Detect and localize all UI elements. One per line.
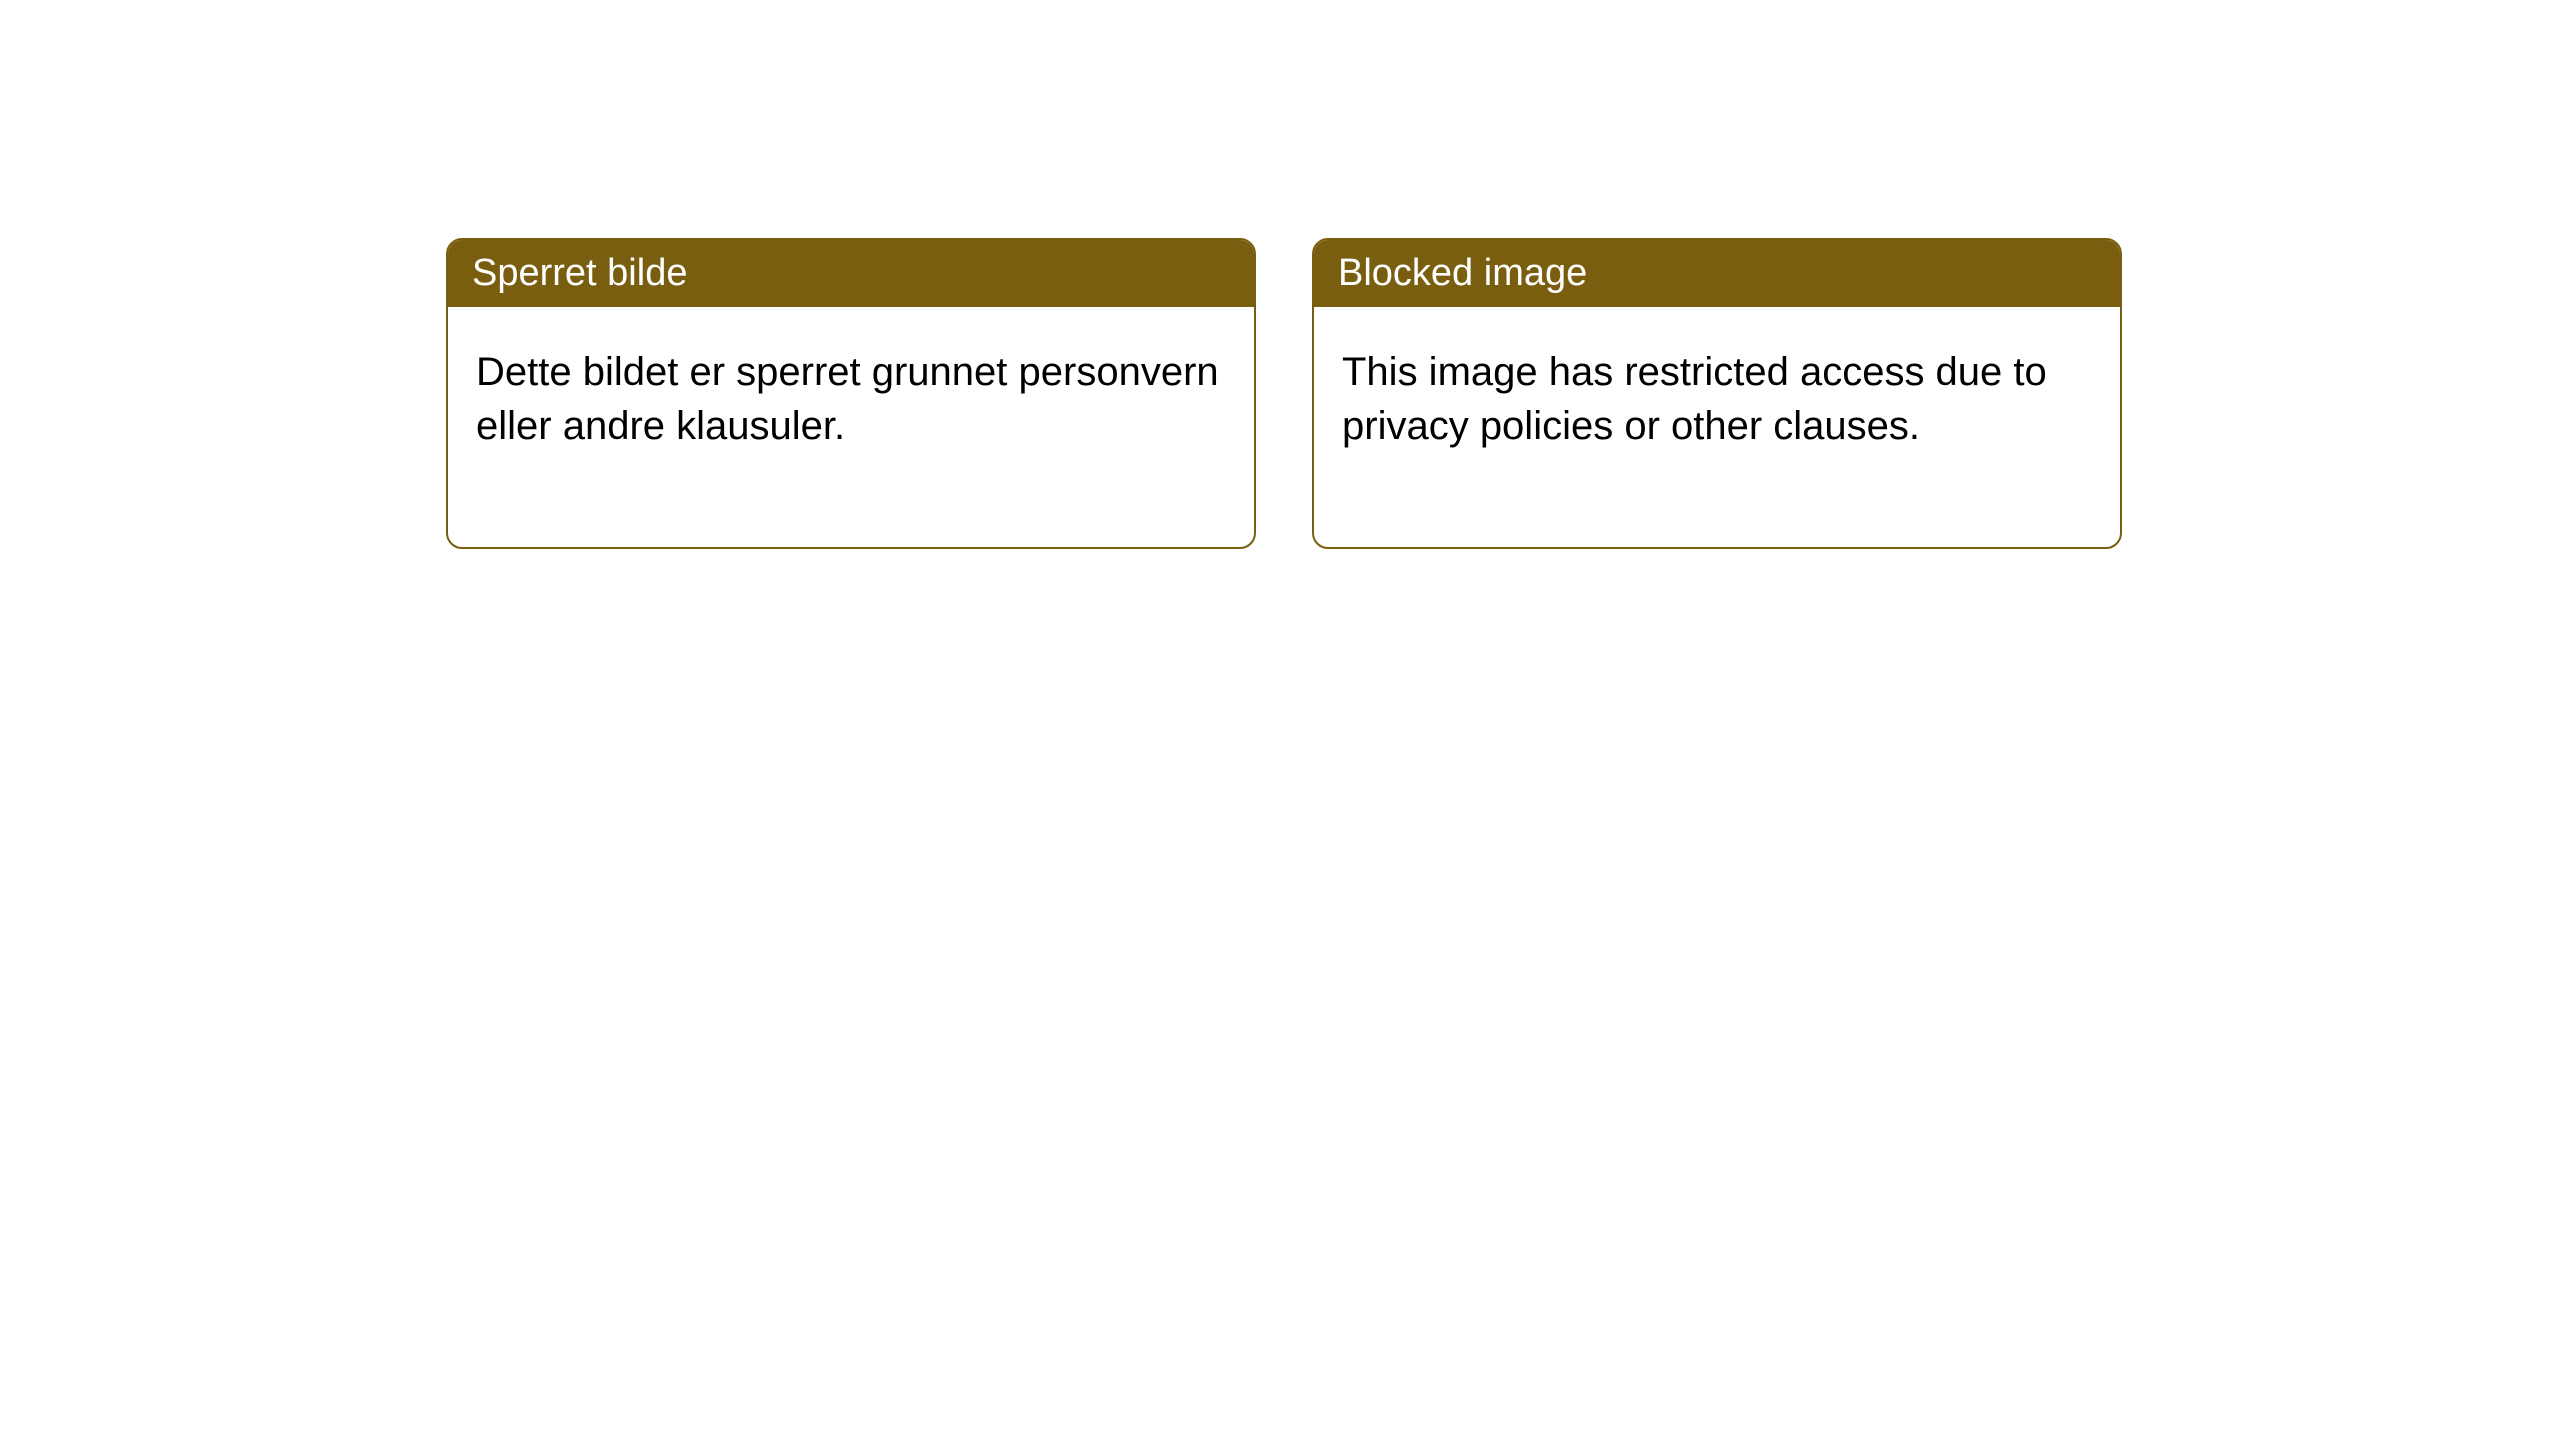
card-body: Dette bildet er sperret grunnet personve… <box>448 307 1254 547</box>
notice-card-english: Blocked image This image has restricted … <box>1312 238 2122 549</box>
card-body: This image has restricted access due to … <box>1314 307 2120 547</box>
card-header: Sperret bilde <box>448 240 1254 307</box>
card-title: Sperret bilde <box>472 252 687 294</box>
notice-container: Sperret bilde Dette bildet er sperret gr… <box>446 238 2122 549</box>
card-header: Blocked image <box>1314 240 2120 307</box>
card-body-text: This image has restricted access due to … <box>1342 350 2047 448</box>
card-body-text: Dette bildet er sperret grunnet personve… <box>476 350 1219 448</box>
notice-card-norwegian: Sperret bilde Dette bildet er sperret gr… <box>446 238 1256 549</box>
card-title: Blocked image <box>1338 252 1587 294</box>
